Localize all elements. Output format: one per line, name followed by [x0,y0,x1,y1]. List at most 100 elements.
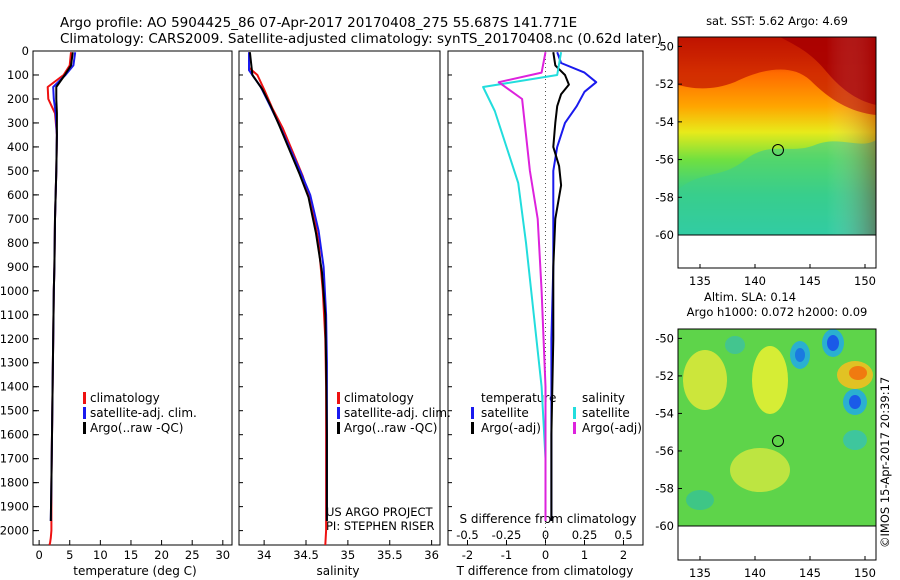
sst-overlay [678,37,876,235]
sla-axes-frame-outer [677,525,877,561]
sst-map-ytick-label: -52 [655,77,674,91]
sla-low-3-core [849,395,861,409]
salinity-xtick-label: 35 [341,548,356,562]
depth-tick-label: 1400 [0,380,29,394]
imos-credit: ©IMOS 15-Apr-2017 20:39:17 [878,377,892,548]
salinity-series-satellite-adj-clim [248,52,328,521]
temperature-xtick-label: 10 [93,548,108,562]
sla-high-south [730,448,790,492]
sla-map: Altim. SLA: 0.14 Argo h1000: 0.072 h2000… [677,290,877,561]
legend-swatch-temp-satellite [471,407,474,419]
sla-high-west [683,350,727,410]
temperature-panel [32,50,233,546]
salinity-diff-xtick-label: -0.5 [456,528,478,542]
depth-tick-label: 500 [7,164,29,178]
legend-label-satellite: satellite-adj. clim. [90,406,197,420]
legend-label-temp-satellite: satellite [481,406,529,420]
legend-title-temperature: temperature [481,391,556,405]
legend-swatch-argo [83,422,86,434]
difference-xtick-label: -1 [501,548,512,562]
chart-marks: 0100200300400500600700800900100011001200… [0,39,876,580]
legend-label-sal-argo: Argo(-adj) [582,421,642,435]
sla-map-xtick-label: 150 [854,566,876,580]
legend-swatch-climatology [83,392,86,404]
difference-xtick-label: 1 [581,548,588,562]
depth-tick-label: 900 [7,260,29,274]
sla-low-6 [843,430,867,450]
sla-low-1-core [795,348,805,362]
salinity-series-argo-raw-qc [248,52,328,521]
sla-low-2-core [827,335,839,351]
depth-tick-label: 2000 [0,524,29,538]
temperature-xlabel: temperature (deg C) [73,564,196,578]
sla-map-xtick-label: 145 [799,566,821,580]
depth-tick-label: 600 [7,188,29,202]
legend-swatch-satellite [83,407,86,419]
salinity-xtick-label: 36 [424,548,439,562]
sst-map-title: sat. SST: 5.62 Argo: 4.69 [706,14,848,28]
difference-xlabel-salinity: S difference from climatology [460,512,637,526]
legend-swatch-climatology [337,392,340,404]
temperature-series-argo-raw-qc [49,52,74,522]
salinity-axes-frame [238,50,441,546]
sst-map-xtick-label: 150 [854,274,876,288]
salinity-xtick-label: 35.5 [377,548,403,562]
temperature-xtick-label: 15 [124,548,139,562]
sla-map-subtitle: Argo h1000: 0.072 h2000: 0.09 [687,305,868,319]
depth-tick-label: 1700 [0,452,29,466]
sla-high-center [752,346,788,414]
difference-xlabel: T difference from climatology [456,564,634,578]
legend-label-climatology: climatology [90,391,160,405]
project-credit-line1: US ARGO PROJECT [326,505,434,519]
salinity-series-climatology [248,52,328,546]
legend-title-salinity: salinity [582,391,625,405]
salinity-panel [238,50,441,546]
temperature-xtick-label: 5 [66,548,73,562]
argo-float-marker [772,144,784,156]
depth-tick-label: 1000 [0,284,29,298]
difference-series-salinity-argo-adj [497,52,547,521]
depth-tick-label: 1300 [0,356,29,370]
legend-label-climatology: climatology [344,391,414,405]
depth-tick-label: 1900 [0,500,29,514]
legend-label-argo: Argo(..raw -QC) [90,421,183,435]
figure-title-line2: Climatology: CARS2009. Satellite-adjuste… [60,31,662,47]
depth-tick-label: 300 [7,116,29,130]
depth-tick-label: 1600 [0,428,29,442]
sst-map-xtick-label: 135 [689,274,711,288]
depth-tick-label: 700 [7,212,29,226]
depth-tick-label: 1100 [0,308,29,322]
depth-tick-label: 400 [7,140,29,154]
legend-swatch-satellite [337,407,340,419]
temperature-axes-frame [32,50,233,546]
sla-map-xtick-label: 135 [689,566,711,580]
temperature-xtick-label: 30 [215,548,230,562]
sst-map-ytick-label: -58 [655,190,674,204]
temperature-xtick-label: 0 [35,548,42,562]
temperature-legend: climatology satellite-adj. clim. Argo(..… [83,391,197,435]
legend-label-argo: Argo(..raw -QC) [344,421,437,435]
sla-map-ytick-label: -58 [655,481,674,495]
legend-swatch-sal-argo [573,422,576,434]
depth-tick-label: 200 [7,92,29,106]
legend-swatch-sal-satellite [573,407,576,419]
difference-legend: temperature satellite Argo(-adj) salinit… [471,391,642,435]
salinity-legend: climatology satellite-adj. clim. Argo(..… [326,391,451,533]
salinity-diff-xtick-label: 0.5 [614,528,632,542]
sst-map-xtick-label: 140 [744,274,766,288]
sla-map-title: Altim. SLA: 0.14 [704,290,796,304]
legend-label-satellite: satellite-adj. clim. [344,406,451,420]
sla-map-ytick-label: -52 [655,369,674,383]
sst-map-ytick-label: -56 [655,153,674,167]
argo-float-marker [772,435,784,447]
sst-map: sat. SST: 5.62 Argo: 4.69 [677,14,877,269]
difference-series-temperature-satellite [550,51,598,521]
legend-swatch-argo [337,422,340,434]
sla-map-ytick-label: -50 [655,331,674,345]
legend-swatch-temp-argo [471,422,474,434]
salinity-xtick-label: 34 [257,548,272,562]
depth-tick-label: 1200 [0,332,29,346]
sla-map-ytick-label: -60 [655,519,674,533]
depth-tick-label: 1800 [0,476,29,490]
